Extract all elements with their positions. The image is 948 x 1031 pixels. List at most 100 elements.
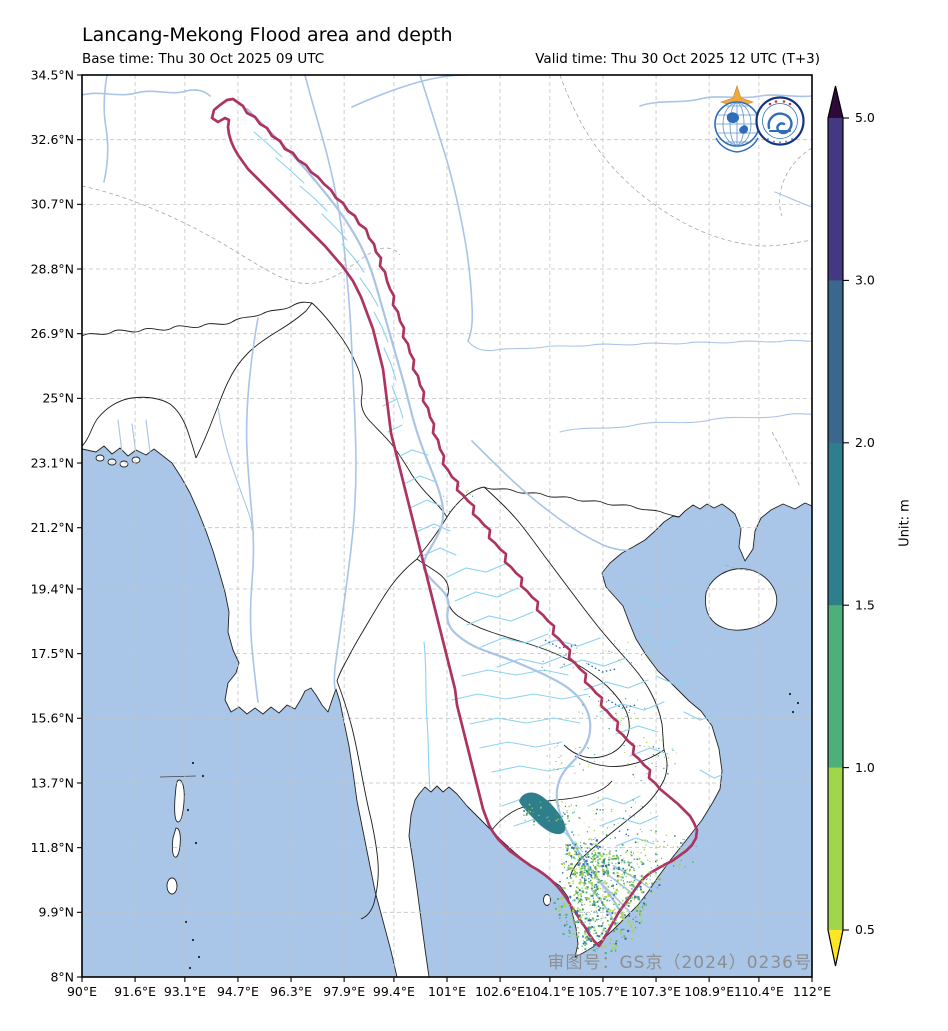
flood-pixel <box>680 845 682 847</box>
flood-pixel <box>650 890 652 892</box>
flood-pixel <box>571 867 574 870</box>
flood-pixel <box>597 887 600 890</box>
flood-pixel <box>590 857 592 859</box>
flood-pixel <box>533 820 536 823</box>
flood-pixel <box>605 834 608 837</box>
flood-pixel <box>549 824 552 826</box>
flood-pixel <box>639 829 641 830</box>
flood-pixel <box>575 805 577 807</box>
flood-pixel <box>639 885 642 888</box>
flood-pixel <box>576 945 578 947</box>
flood-pixel <box>589 904 591 906</box>
flood-pixel <box>563 924 566 927</box>
flood-pixel <box>583 842 585 844</box>
flood-pixel <box>667 773 669 775</box>
flood-pixel <box>588 880 590 883</box>
flood-pixel <box>588 826 590 828</box>
flood-pixel <box>617 861 620 865</box>
flood-pixel <box>562 933 565 936</box>
flood-pixel <box>596 918 598 921</box>
flood-pixel <box>583 884 586 887</box>
flood-pixel <box>557 743 559 744</box>
flood-pixel <box>548 820 550 822</box>
flood-pixel <box>532 661 533 663</box>
flood-pixel <box>597 924 600 928</box>
flood-pixel <box>593 943 596 947</box>
flood-pixel <box>524 807 527 810</box>
flood-pixel <box>591 887 593 890</box>
flood-pixel <box>594 754 596 756</box>
flood-pixel <box>581 882 583 884</box>
flood-pixel <box>650 812 652 814</box>
flood-pixel <box>622 817 625 819</box>
flood-pixel <box>565 654 567 656</box>
flood-pixel <box>646 773 648 775</box>
flood-pixel <box>533 823 535 826</box>
flood-pixel <box>538 822 540 825</box>
flood-pixel <box>579 878 581 881</box>
flood-pixel <box>624 860 626 862</box>
flood-pixel <box>633 858 635 860</box>
flood-pixel <box>636 921 638 923</box>
flood-pixel <box>640 780 642 782</box>
flood-pixel <box>650 829 652 831</box>
flood-pixel <box>647 840 649 842</box>
flood-pixel <box>647 859 649 861</box>
x-tick-label: 107.3°E <box>631 984 681 999</box>
flood-pixel <box>632 881 634 884</box>
flood-pixel <box>658 878 661 880</box>
flood-pixel <box>579 871 581 873</box>
flood-pixel <box>634 930 636 932</box>
flood-pixel <box>584 659 586 661</box>
flood-pixel <box>605 930 607 932</box>
flood-pixel <box>619 916 622 919</box>
flood-pixel <box>599 880 602 882</box>
flood-pixel <box>682 842 684 844</box>
flood-pixel <box>620 724 622 725</box>
flood-pixel <box>635 766 637 768</box>
flood-pixel <box>558 805 560 807</box>
flood-pixel <box>616 875 620 878</box>
channel-line <box>159 775 197 778</box>
flooded-river-segments <box>544 639 637 709</box>
flood-pixel <box>586 847 589 849</box>
flood-pixel <box>596 808 598 811</box>
flood-pixel <box>581 914 584 916</box>
flood-pixel <box>594 843 597 846</box>
flood-pixel <box>613 903 615 905</box>
flood-pixel <box>574 843 577 846</box>
flood-pixel <box>598 852 601 855</box>
flood-pixel <box>529 809 531 811</box>
flood-pixel <box>600 865 602 867</box>
flood-pixel <box>643 745 645 747</box>
flood-pixel <box>603 927 605 930</box>
flood-pixel <box>574 873 576 875</box>
flood-pixel <box>578 857 581 860</box>
flood-pixel <box>629 862 631 864</box>
flood-pixel <box>591 858 594 861</box>
flood-pixel <box>556 918 558 920</box>
flood-pixel <box>580 846 583 849</box>
flood-pixel <box>610 810 612 813</box>
flood-pixel <box>564 867 566 869</box>
flood-pixel <box>637 699 639 701</box>
flood-pixel <box>623 861 626 864</box>
flood-pixel <box>593 830 595 832</box>
flood-pixel <box>622 899 624 902</box>
flood-pixel <box>565 916 567 919</box>
flood-pixel <box>594 904 596 907</box>
flood-pixel <box>578 914 581 917</box>
flood-pixel <box>617 866 620 869</box>
flood-pixel <box>596 934 599 937</box>
colorbar-under-arrow <box>828 930 843 966</box>
flood-pixel <box>680 842 682 844</box>
flood-pixel <box>592 854 594 856</box>
flood-pixel <box>590 871 593 874</box>
flood-pixel <box>582 872 585 875</box>
flood-pixel <box>603 882 605 884</box>
flood-pixel <box>576 652 578 654</box>
flood-pixel <box>629 853 631 855</box>
flood-pixel <box>590 882 593 885</box>
flood-pixel <box>598 880 600 882</box>
flood-pixel <box>633 815 635 817</box>
